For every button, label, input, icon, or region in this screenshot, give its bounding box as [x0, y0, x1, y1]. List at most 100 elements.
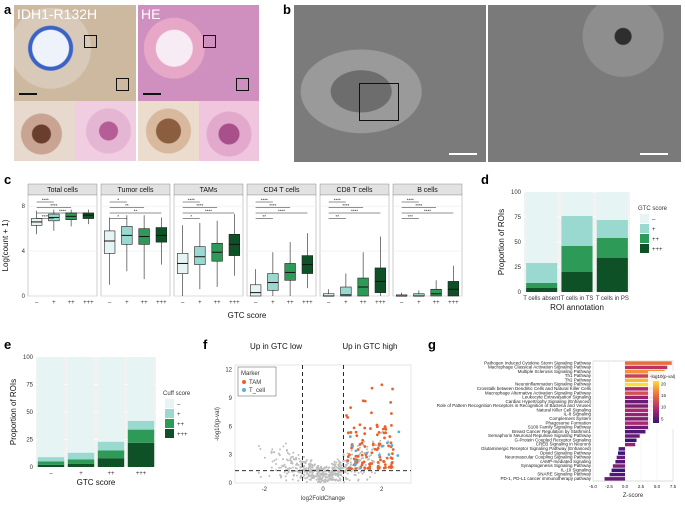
- volcano-point: [325, 473, 328, 476]
- volcano-point: [323, 466, 326, 469]
- tcell-point: [354, 449, 358, 453]
- volcano-point: [303, 468, 306, 471]
- pathway-bar: [625, 374, 664, 378]
- volcano-point: [281, 464, 284, 467]
- panel-letter-c: c: [4, 172, 12, 187]
- stacked-bar-segment: [596, 220, 628, 238]
- stacked-bar-segment: [97, 441, 125, 451]
- tam-point: [376, 460, 380, 464]
- volcano-point: [285, 449, 288, 452]
- sig-label: *: [117, 214, 119, 219]
- ihc-inset-box: [84, 35, 97, 48]
- tam-point: [381, 427, 385, 431]
- tcell-point: [351, 444, 355, 448]
- volcano-point: [307, 473, 310, 476]
- tam-point: [367, 466, 371, 470]
- volcano-point: [273, 459, 276, 462]
- tam-point: [349, 431, 353, 434]
- legend-swatch: [640, 234, 649, 243]
- pathway-label: Opioid Signaling Pathway: [540, 450, 592, 455]
- legend-swatch: [640, 244, 649, 253]
- legend-title: -log10(p-val): [650, 374, 676, 379]
- volcano-point: [312, 477, 315, 480]
- x-tick-label: +++: [83, 300, 94, 306]
- volcano-point: [288, 467, 291, 470]
- pathway-label: Multiple Sclerosis Signaling Pathway: [518, 369, 592, 374]
- tam-point: [363, 432, 367, 436]
- sig-label: ****: [59, 209, 66, 214]
- volcano-point: [373, 461, 376, 464]
- volcano-point: [365, 448, 368, 451]
- tam-point: [363, 466, 367, 470]
- pathway-bar: [615, 459, 625, 464]
- tam-point: [388, 435, 392, 438]
- stacked-bar-segment: [561, 246, 593, 272]
- volcano-point: [272, 451, 275, 454]
- volcano-point: [358, 446, 361, 449]
- ihc-image: IDH1-R132H: [14, 5, 136, 101]
- sig-label: ****: [342, 203, 349, 208]
- x-tick-label: ++: [287, 300, 295, 306]
- x-tick-label: ++: [214, 300, 222, 306]
- volcano-point: [305, 459, 308, 462]
- pathway-label: Crosstalk between Dendritic Cells and Na…: [477, 386, 592, 391]
- legend-label: ++: [177, 422, 185, 428]
- tam-point: [375, 423, 379, 427]
- tcell-point: [385, 441, 389, 445]
- tam-point: [390, 423, 393, 427]
- legend-swatch: [640, 224, 649, 233]
- legend-title: Cuff score: [163, 391, 191, 397]
- volcano-plot: Up in GTC low Up in GTC high 0 3 6 9 12 -2 0 2 log…: [215, 342, 412, 502]
- tam-point: [375, 433, 379, 437]
- volcano-point: [330, 462, 333, 465]
- y-tick-label: 100: [23, 355, 34, 361]
- facet-panel: [392, 194, 463, 297]
- panel-letter-b: b: [283, 2, 291, 17]
- pathway-bar: [625, 365, 668, 370]
- x-tick-label: +: [125, 300, 129, 306]
- pathway-bar: [625, 361, 672, 365]
- legend-tick-label: 5: [661, 416, 664, 421]
- stacked-bar-segment: [37, 357, 65, 458]
- volcano-point: [345, 466, 348, 469]
- volcano-point: [305, 480, 308, 483]
- pathway-bar: [625, 408, 653, 413]
- volcano-point: [278, 466, 281, 469]
- box: [267, 273, 279, 291]
- x-axis-label: Z-score: [623, 493, 644, 499]
- volcano-point: [360, 470, 363, 473]
- volcano-point: [333, 460, 336, 463]
- volcano-point: [277, 452, 280, 455]
- pathway-label: cAMP-mediated signaling: [540, 459, 592, 464]
- ihc-label: IDH1-R132H: [17, 6, 98, 22]
- tam-point: [376, 466, 380, 469]
- tam-point: [369, 427, 372, 430]
- pathway-label: Synaptogenesis Signaling Pathway: [521, 463, 592, 468]
- x-tick-label: ++: [107, 471, 115, 477]
- legend-title: Marker: [241, 371, 260, 377]
- volcano-point: [311, 473, 314, 476]
- tcell-point: [390, 444, 394, 447]
- volcano-point: [318, 477, 321, 480]
- volcano-point: [257, 444, 260, 447]
- volcano-point: [331, 478, 334, 481]
- volcano-point: [349, 457, 352, 460]
- tam-point: [346, 455, 350, 459]
- volcano-point: [352, 468, 355, 471]
- scale-bar: [19, 93, 37, 95]
- volcano-point: [337, 472, 340, 475]
- volcano-point: [296, 463, 299, 466]
- volcano-point: [299, 460, 302, 463]
- y-tick-label: 4: [22, 249, 26, 255]
- volcano-point: [306, 470, 309, 473]
- volcano-point: [351, 453, 354, 456]
- panel-letter-d: d: [481, 172, 489, 187]
- sig-label: ****: [50, 203, 57, 208]
- volcano-point: [301, 460, 304, 463]
- y-tick-label: 0: [229, 481, 233, 487]
- box: [430, 288, 442, 297]
- legend-label: T_cell: [249, 388, 265, 394]
- y-axis-label: -log10(p-val): [215, 407, 221, 441]
- facet-title: B cells: [417, 187, 438, 194]
- volcano-point: [321, 471, 324, 474]
